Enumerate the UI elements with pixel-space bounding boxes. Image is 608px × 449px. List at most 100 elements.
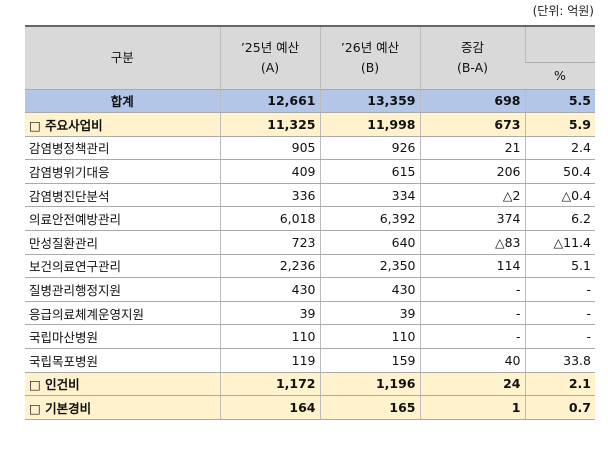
value-cell: 24 [419, 372, 525, 397]
value-cell: 40 [419, 348, 525, 373]
value-cell: 5.9 [524, 112, 595, 137]
value-cell: 11,325 [219, 112, 320, 137]
row-label: 감염병진단분석 [25, 183, 220, 208]
value-cell: 1,196 [319, 372, 420, 397]
value-cell: 2.4 [524, 136, 595, 161]
table-row: □ 인건비 1,172 1,196 24 2.1 [25, 372, 595, 397]
header-cell: ’26년 예산 (B) [319, 25, 420, 90]
value-cell: 2.1 [524, 372, 595, 397]
value-cell: 165 [319, 395, 420, 420]
value-cell: 0.7 [524, 395, 595, 420]
value-cell: 6,392 [319, 206, 420, 232]
value-cell: 374 [419, 206, 525, 232]
value-cell: 164 [219, 395, 320, 420]
value-cell: 905 [219, 136, 320, 161]
value-cell: 12,661 [219, 89, 320, 114]
table-row: 응급의료체계운영지원 39 39- - [25, 301, 595, 326]
table-row: 국립마산병원 110 110- - [25, 324, 595, 350]
value-cell: 39 [319, 301, 420, 326]
value-cell: 1,172 [219, 372, 320, 397]
value-cell: 336 [219, 183, 320, 208]
value-cell: - [524, 324, 595, 350]
table-row: □ 주요사업비 11,325 11,998 673 5.9 [25, 112, 595, 137]
header-cell: 구분 [25, 25, 220, 90]
table-body: 합계 12,661 13,359 698 5.5 □ 주요사업비 11,325 11,998 6… [25, 89, 595, 420]
value-cell: 723 [219, 230, 320, 255]
header-line: ’25년 예산 [240, 39, 300, 55]
value-cell: △2 [419, 183, 525, 208]
table-row: 질병관리행정지원 430 430- - [25, 277, 595, 302]
value-cell: 119 [219, 348, 320, 373]
value-cell: 21 [419, 136, 525, 161]
value-cell: 13,359 [319, 89, 420, 114]
value-cell: 430 [219, 277, 320, 302]
budget-table: 구분 ’25년 예산 (A) ’26년 예산 (B) 증감 (B-A) % 합계 12,… [25, 25, 595, 420]
table-row: 의료안전예방관리 6,018 6,392 374 6.2 [25, 206, 595, 232]
header-cell: ’25년 예산 (A) [219, 25, 320, 90]
value-cell: 33.8 [524, 348, 595, 373]
header-line: ’26년 예산 [340, 39, 400, 55]
value-cell: 6,018 [219, 206, 320, 232]
header-line: (A) [260, 59, 280, 75]
value-cell: 6.2 [524, 206, 595, 232]
value-cell: 698 [419, 89, 525, 114]
row-label: □ 인건비 [25, 372, 220, 397]
value-cell: 926 [319, 136, 420, 161]
row-label: □ 주요사업비 [25, 112, 220, 137]
row-label: 감염병위기대응 [25, 159, 220, 184]
row-label: 보건의료연구관리 [25, 254, 220, 279]
table-row: 감염병위기대응 409 615 206 50.4 [25, 159, 595, 184]
value-cell: 430 [319, 277, 420, 302]
value-cell: 2,350 [319, 254, 420, 279]
value-cell: 50.4 [524, 159, 595, 184]
value-cell: 1 [419, 395, 525, 420]
value-cell: - [419, 324, 525, 350]
value-cell: - [419, 277, 525, 302]
row-label: 국립마산병원 [25, 324, 220, 350]
value-cell: 2,236 [219, 254, 320, 279]
header-cell: 증감 (B-A) [419, 25, 525, 90]
value-cell: 159 [319, 348, 420, 373]
value-cell: △11.4 [524, 230, 595, 255]
value-cell: 673 [419, 112, 525, 137]
table-row: 보건의료연구관리 2,236 2,350 114 5.1 [25, 254, 595, 279]
value-cell: 11,998 [319, 112, 420, 137]
row-label: 만성질환관리 [25, 230, 220, 255]
value-cell: △83 [419, 230, 525, 255]
table-row: 합계 12,661 13,359 698 5.5 [25, 89, 595, 114]
table-row: 감염병진단분석 336 334 △2 △0.4 [25, 183, 595, 208]
header-line: 증감 [460, 39, 484, 55]
value-cell: 39 [219, 301, 320, 326]
value-cell: 409 [219, 159, 320, 184]
value-cell: 615 [319, 159, 420, 184]
row-label: 감염병정책관리 [25, 136, 220, 161]
unit-label: (단위: 억원) [532, 4, 594, 18]
row-label: 의료안전예방관리 [25, 206, 220, 232]
table-row: 국립목포병원 119 159 40 33.8 [25, 348, 595, 373]
value-cell: △0.4 [524, 183, 595, 208]
row-label: 응급의료체계운영지원 [25, 301, 220, 326]
value-cell: 5.1 [524, 254, 595, 279]
table-row: 만성질환관리 723 640 △83 △11.4 [25, 230, 595, 255]
value-cell: - [524, 301, 595, 326]
value-cell: 110 [319, 324, 420, 350]
value-cell: 110 [219, 324, 320, 350]
value-cell: 5.5 [524, 89, 595, 114]
header-line: (B-A) [456, 59, 489, 75]
row-label: 국립목포병원 [25, 348, 220, 373]
value-cell: 640 [319, 230, 420, 255]
table-row: □ 기본경비 164 165 1 0.7 [25, 395, 595, 420]
value-cell: 334 [319, 183, 420, 208]
value-cell: 114 [419, 254, 525, 279]
row-label: 질병관리행정지원 [25, 277, 220, 302]
value-cell: 206 [419, 159, 525, 184]
row-label: □ 기본경비 [25, 395, 220, 420]
value-cell: - [419, 301, 525, 326]
header-cell [524, 25, 595, 63]
row-label: 합계 [25, 89, 220, 114]
header-cell: % [525, 62, 595, 90]
value-cell: - [524, 277, 595, 302]
header-line: (B) [360, 59, 380, 75]
table-row: 감염병정책관리 905 926 21 2.4 [25, 136, 595, 161]
